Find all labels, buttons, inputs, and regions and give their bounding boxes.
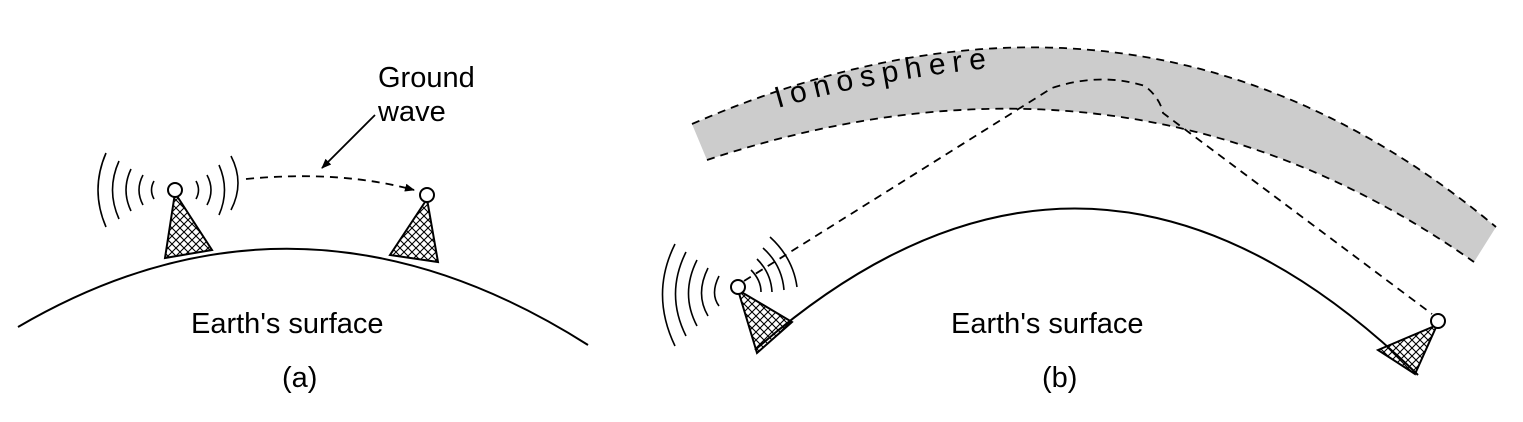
ionosphere-upper-boundary [691, 46, 1497, 228]
ionosphere-lower-boundary [706, 107, 1475, 263]
radio-tower-icon [730, 279, 794, 355]
radio-tower-icon [388, 187, 440, 264]
radio-wave-arcs-icon [97, 152, 239, 228]
panel-b-caption: (b) [1042, 362, 1077, 394]
panel-a-caption: (a) [282, 362, 317, 394]
earth-surface-arc [17, 247, 589, 346]
radio-tower-icon [1375, 313, 1446, 376]
sky-wave-path [743, 78, 1433, 315]
ground-wave-label-line2: wave [377, 96, 446, 128]
ground-wave-label-line1: Ground [378, 62, 475, 94]
earth-surface-label: Earth's surface [191, 308, 384, 340]
earth-surface-label: Earth's surface [951, 308, 1144, 340]
panel-a: Ground wave Earth's surface (a) [17, 62, 589, 394]
ground-wave-pointer-arrow [321, 114, 376, 169]
radio-tower-icon [163, 182, 214, 260]
ground-wave-path [245, 175, 415, 192]
earth-surface-arc [754, 207, 1419, 376]
radio-wave-arcs-icon [661, 236, 798, 347]
ionosphere-band [692, 47, 1496, 263]
panel-b: Ionosphere Earth's surface [661, 42, 1497, 394]
